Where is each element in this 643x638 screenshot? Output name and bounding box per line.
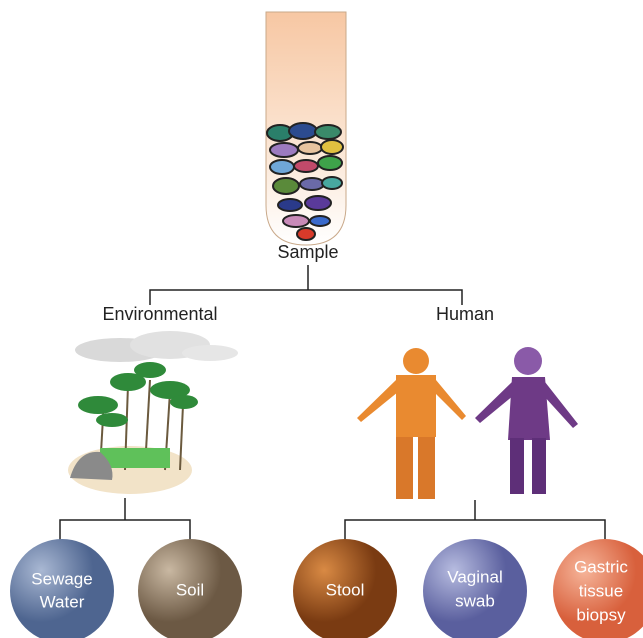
branch-label: Environmental — [102, 304, 217, 324]
diagram: Sample Environmental Human Sew — [0, 0, 643, 638]
leaf-label: Sewage — [31, 569, 92, 588]
leaf-node: Gastric tissue biopsy — [553, 539, 643, 638]
root-label: Sample — [277, 242, 338, 262]
leaf-label: Soil — [176, 580, 204, 599]
leaf-label: tissue — [579, 581, 623, 600]
human-illustration — [357, 347, 578, 499]
connector — [60, 498, 190, 540]
leaf-label: swab — [455, 591, 495, 610]
leaf-label: Vaginal — [447, 567, 502, 586]
leaf-label: Water — [40, 592, 85, 611]
leaf-node: Vaginal swab — [423, 539, 527, 638]
leaf-node: Stool — [293, 539, 397, 638]
leaf-label: Gastric — [574, 557, 628, 576]
connector — [345, 500, 605, 540]
connector — [150, 265, 462, 305]
environment-illustration — [68, 331, 238, 494]
leaf-label: Stool — [326, 580, 365, 599]
sample-tube — [266, 12, 346, 245]
leaf-node: Sewage Water — [10, 539, 114, 638]
leaf-node: Soil — [138, 539, 242, 638]
branch-label: Human — [436, 304, 494, 324]
leaf-label: biopsy — [576, 605, 626, 624]
